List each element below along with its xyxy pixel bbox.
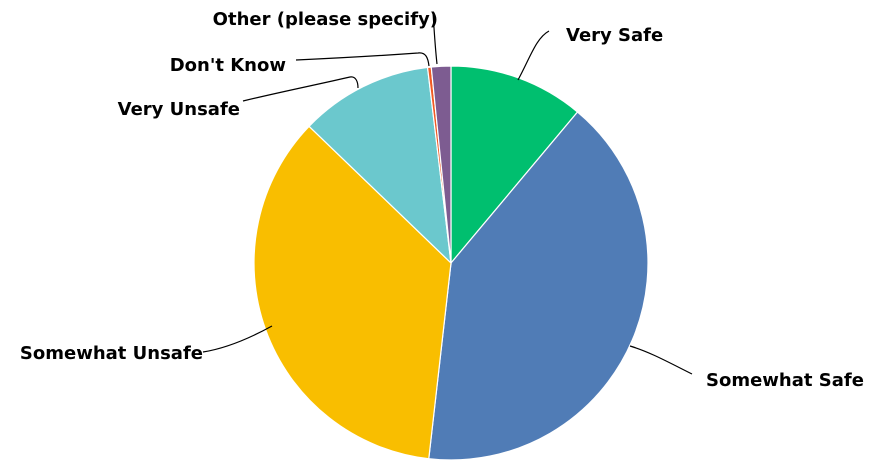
pie-slices [253, 65, 649, 461]
label-dont-know: Don't Know [170, 55, 286, 76]
pie-slice-somewhat-safe [428, 111, 649, 461]
leader-lines [202, 11, 693, 375]
leader-line-other [432, 11, 438, 65]
leader-line-very-unsafe [242, 76, 359, 102]
pie-slice-very-unsafe [308, 66, 452, 265]
leader-line-somewhat-safe [629, 345, 693, 375]
label-somewhat-safe: Somewhat Safe [706, 370, 864, 391]
leader-line-dont-know [295, 52, 430, 67]
slice-labels: Very Safe Somewhat Safe Somewhat Unsafe … [20, 9, 864, 391]
label-other: Other (please specify) [213, 9, 438, 30]
leader-line-somewhat-unsafe [202, 325, 273, 353]
leader-line-very-safe [517, 30, 550, 81]
label-very-safe: Very Safe [566, 25, 663, 46]
pie-slice-very-safe [450, 65, 579, 265]
label-very-unsafe: Very Unsafe [118, 99, 240, 120]
label-somewhat-unsafe: Somewhat Unsafe [20, 343, 203, 364]
pie-slice-other-please-specify [430, 65, 452, 264]
